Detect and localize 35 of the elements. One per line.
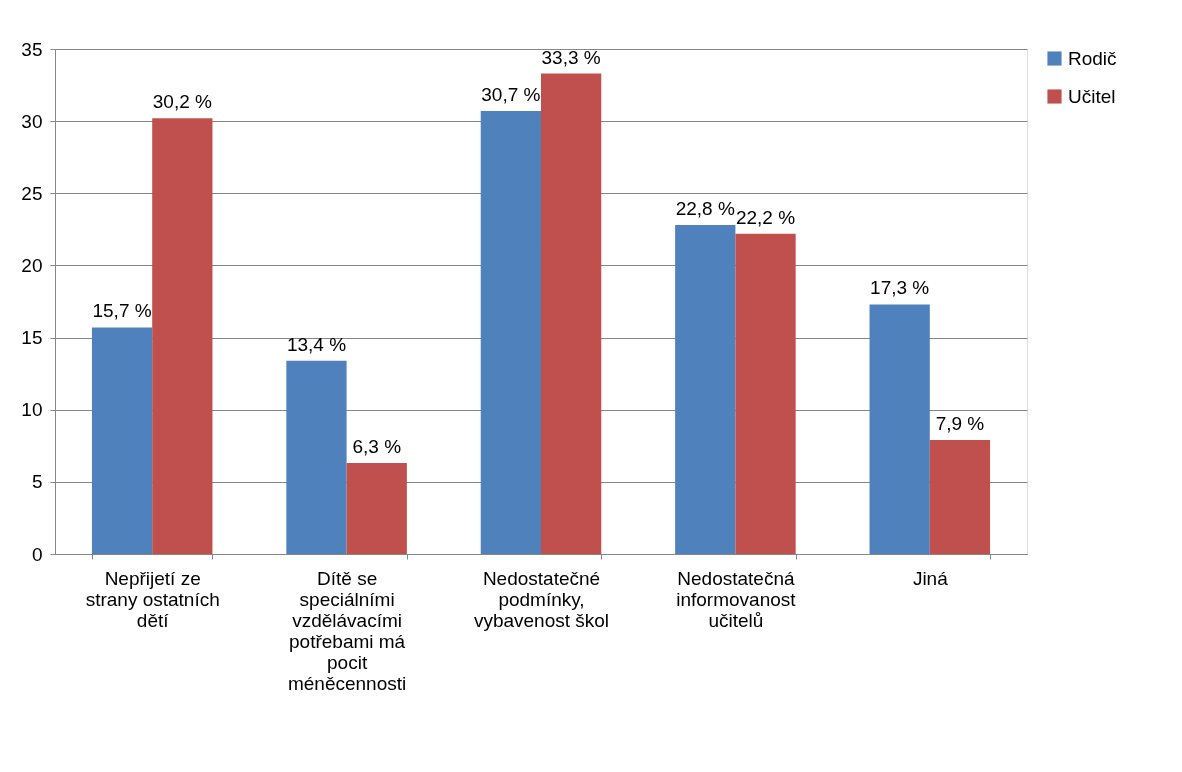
data-label: 30,7 % [481,84,541,106]
y-tick-label: 20 [21,254,43,276]
data-label: 22,2 % [735,206,796,228]
y-tick-label: 10 [21,399,43,421]
legend-label: Rodič [1068,47,1117,69]
bar [735,233,796,554]
y-tick-label: 25 [21,182,43,204]
y-tick-label: 0 [31,543,43,565]
bar [346,463,407,554]
bar [929,440,991,554]
bar [675,225,736,554]
y-tick-label: 5 [31,471,43,493]
x-tick-label: Dítě se speciálními vzdělávacími potřebami má pocit méněcennosti [287,567,407,694]
x-tick-label: Nedostatečné podmínky, vybavenost škol [473,567,610,631]
y-tick-label: 30 [21,110,43,132]
bar [152,118,213,554]
bar [480,111,541,554]
y-tick-label: 35 [21,38,43,60]
data-label: 15,7 % [92,300,152,322]
bar [541,73,602,554]
bar [91,327,153,554]
x-tick-label: Jiná [912,567,949,589]
bar [869,304,930,554]
data-label: 6,3 % [352,436,402,458]
data-label: 22,8 % [675,198,735,220]
data-label: 30,2 % [152,91,213,113]
data-label: 33,3 % [541,46,601,68]
x-tick-label: Nepřijetí ze strany ostatních dětí [85,567,220,631]
data-label: 17,3 % [870,277,930,299]
bar [286,360,347,554]
x-tick-label: Nedostatečná informovanost učitelů [676,567,797,631]
data-label: 13,4 % [286,333,347,355]
data-label: 7,9 % [935,413,985,435]
legend-label: Učitel [1068,85,1116,107]
y-tick-label: 15 [21,327,43,349]
